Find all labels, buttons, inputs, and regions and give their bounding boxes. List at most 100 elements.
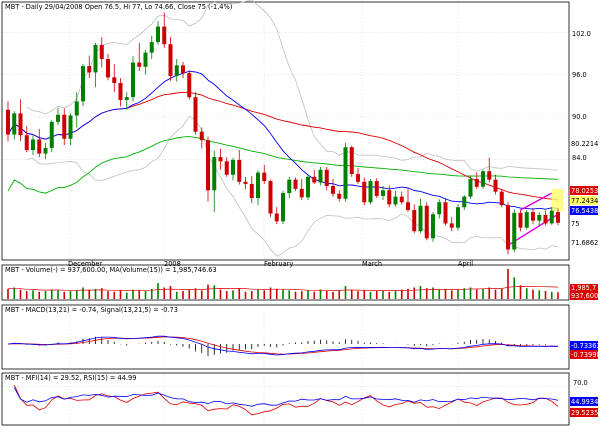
volume-ma-line [7,286,559,291]
volume-bar [107,291,109,299]
candle-body [224,161,229,175]
candle-body [431,214,435,239]
candle-body [143,52,148,67]
candle-body [131,62,135,98]
candle-body [168,44,173,76]
volume-bar [144,291,147,299]
date-label-february: February [264,260,293,268]
volume-bar [350,289,353,299]
candle-body [231,159,235,175]
svg-text:77.2434: 77.2434 [571,197,598,205]
candle-body [318,169,323,183]
rsi-tag: 44.9934 [570,397,598,406]
highlight-box [551,188,564,212]
volume-bar [313,291,316,299]
macd-tag: -0.73998 [570,350,600,359]
candle-body [481,171,485,187]
candle-body [418,205,423,232]
candle-body [493,179,498,192]
volume-bar [282,289,284,299]
candle-body [443,202,448,224]
candle-body [506,205,510,250]
candle-body [456,207,460,228]
candle-body [206,140,210,191]
volume-bar [463,288,466,299]
price-axis-label: 90.0 [572,113,587,121]
volume-bar [469,287,472,299]
volume-bar [394,291,397,299]
volume-bar [332,291,334,299]
candle-body [187,73,192,98]
svg-text:937,600: 937,600 [571,292,598,300]
svg-text:1,985,7: 1,985,7 [571,284,596,292]
mfi-line [13,384,559,416]
volume-bar [94,288,97,299]
volume-bar [500,288,503,299]
volume-bar [300,291,303,299]
candle-body [274,213,279,222]
candle-body [299,188,304,198]
volume-bar [69,291,72,299]
candle-body [174,65,179,76]
candle-body [468,178,473,197]
volume-bar [163,287,166,299]
price-tag: 80.2214 [570,139,598,148]
candle-body [337,193,342,199]
candle-body [543,214,548,224]
candle-body [393,196,398,205]
volume-bar [519,285,522,299]
candle-body [31,139,35,151]
candle-body [118,83,123,100]
volume-bar [482,288,484,299]
candle-body [218,157,223,162]
candle-body [424,205,429,239]
candle-body [437,202,442,215]
candle-body [93,44,98,73]
candle-body [74,101,79,116]
volume-bar [494,289,497,299]
candle-body [56,114,60,122]
volume-bar [132,289,134,299]
volume-bar [413,287,416,299]
svg-text:-0.73363: -0.73363 [571,342,600,350]
volume-bar [13,287,16,299]
candle-body [312,176,317,183]
volume-bar [294,291,297,299]
volume-bar [207,284,209,299]
svg-text:80.2214: 80.2214 [571,140,598,148]
macd-line [7,335,559,356]
candle-body [412,210,417,232]
rsi-axis-label: 70.0 [573,379,588,387]
indicator-overlays [7,0,564,257]
candle-body [106,59,110,78]
volume-bar [88,289,91,299]
volume-bar [257,289,259,299]
candle-body [24,135,29,151]
volume-bar [419,286,422,299]
candle-body [243,181,248,184]
volume-bar [157,283,159,299]
macd-signal-line [7,336,559,355]
volume-bar [244,291,247,299]
candle-body [474,178,479,187]
volume-bar [363,290,366,299]
svg-text:29.5235: 29.5235 [571,409,598,417]
candle-body [49,121,54,148]
candlesticks [6,12,560,255]
macd-panel-title: MBT - MACD(13,21) = -0.74, Signal(13,21,… [5,306,178,314]
trendline-upper [520,192,553,211]
candle-body [149,42,154,53]
candle-body [62,114,67,139]
volume-panel [1,264,570,301]
volume-bar [344,286,347,299]
volume-bar [357,291,359,299]
volume-bar [369,291,372,299]
candle-body [343,147,348,199]
volume-bar [182,291,184,299]
price-panel [1,1,570,261]
date-label-december: December [68,260,102,268]
volume-bar [38,291,41,299]
candle-body [499,191,504,206]
candle-body [137,62,142,67]
